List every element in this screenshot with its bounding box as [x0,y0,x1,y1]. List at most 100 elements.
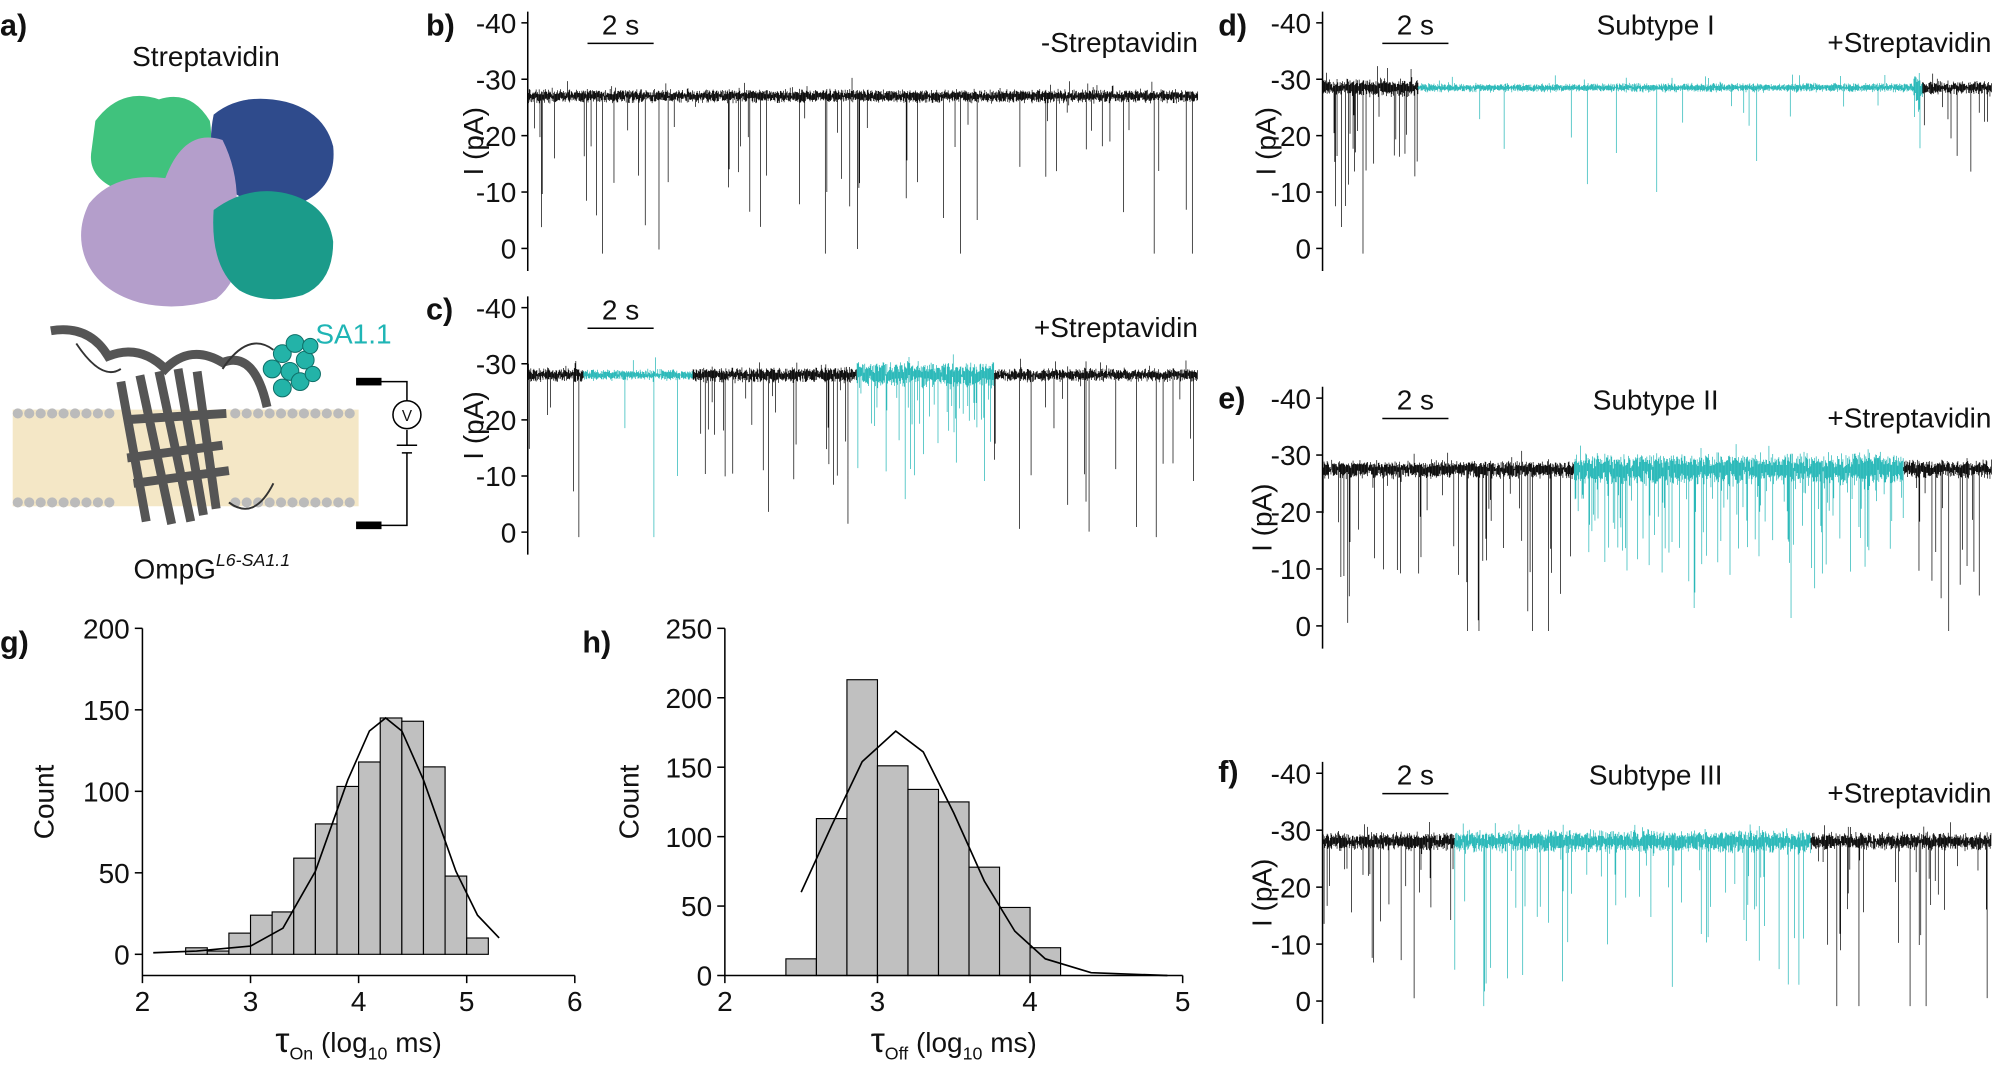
lipid-head [47,497,58,508]
lipid-head [230,408,241,419]
bar [846,679,879,977]
panel-label: g) [0,625,29,659]
lipid-head [344,408,355,419]
bar [968,866,1001,977]
lipid-head [321,497,332,508]
current-trace [527,77,1199,254]
scale-bar-label: 2 s [1397,760,1434,791]
lipid-head [310,497,321,508]
x-tick-label: 4 [351,986,367,1017]
x-tick-label: 5 [1175,986,1191,1017]
y-tick-label: -40 [1271,383,1311,414]
y-tick-label: 150 [665,752,712,783]
lipid-head [24,497,35,508]
y-tick-label: 50 [99,858,130,889]
bar [358,761,381,955]
x-tick-label: 2 [717,986,733,1017]
y-axis-label: I (pA) [458,391,489,459]
electrode [356,521,382,530]
y-tick-label: -20 [1271,872,1311,903]
x-axis-label-part: 10 [963,1043,983,1063]
bar [422,766,446,955]
x-axis-label-part: ms) [982,1027,1036,1058]
lipid-head [253,408,264,419]
diagram-panel: a) Streptavidin SA1.1 V OmpGL6-SA1.1 [0,9,422,585]
lipid-head [287,497,298,508]
y-axis-label: I (pA) [458,107,489,175]
bar [907,788,940,977]
panel-label: f) [1218,755,1238,789]
panel-label: h) [582,625,611,659]
pore-label: OmpGL6-SA1.1 [134,550,291,585]
x-axis-label-part: (log [313,1027,367,1058]
y-tick-label: -20 [476,405,516,436]
trace-title: +Streptavidin [1034,312,1198,343]
bar [379,717,403,955]
current-trace [994,358,1198,538]
x-axis-label-part: (log [908,1027,962,1058]
current-trace [1454,823,1811,1007]
current-trace [1913,72,1923,149]
lipid-head [69,408,81,419]
y-axis-label: Count [613,764,644,839]
lipid-head [321,408,332,419]
lipid-head [81,497,92,508]
protein-label: Streptavidin [132,41,280,72]
y-tick-label: -40 [476,8,516,39]
lipid-head [310,408,321,419]
x-axis-label: τOff (log10 ms) [871,1020,1037,1064]
subunit [210,98,334,206]
y-tick-label: -40 [1271,758,1311,789]
pore-name: OmpG [134,554,216,585]
lipid-head [344,497,355,508]
y-tick-label: -40 [476,293,516,324]
lipid-head [47,408,58,419]
current-trace [856,354,995,500]
subunit [81,137,239,307]
bar [293,857,316,955]
y-tick-label: -30 [476,64,516,95]
y-tick-label: 50 [681,891,712,922]
lipid-head [264,497,275,508]
y-axis-label: I (pA) [1250,107,1281,175]
current-trace [1810,822,1992,1007]
lipid-head [333,408,344,419]
y-tick-label: -30 [1271,815,1311,846]
y-axis-label: I (pA) [1247,484,1278,552]
bar [876,765,909,977]
x-tick-label: 3 [870,986,886,1017]
scale-bar-label: 2 s [1397,385,1434,416]
y-tick-label: 0 [697,961,713,992]
y-tick-label: -20 [1271,121,1311,152]
x-tick-label: 3 [243,986,259,1017]
lipid-layer [12,408,355,508]
lipid-head [92,408,104,419]
x-axis-label-part: On [289,1043,313,1063]
y-tick-label: 100 [83,776,130,807]
x-tick-label: 6 [567,986,583,1017]
current-trace [1322,66,1419,254]
tag-label: SA1.1 [315,318,391,349]
bar [937,801,970,977]
x-axis-label-part: τ [275,1020,289,1060]
current-trace [692,362,857,524]
y-tick-label: 200 [83,614,130,645]
lipid-head [264,408,275,419]
fit-curve [153,716,500,954]
bar [206,950,230,955]
y-axis-label: Count [28,764,59,839]
circuit [381,380,418,527]
y-tick-label: -10 [1271,177,1311,208]
scale-bar-label: 2 s [602,294,639,325]
lipid-head [35,408,46,419]
y-tick-label: 250 [665,614,712,645]
y-tick-label: -10 [476,177,516,208]
bar [444,875,468,955]
lipid-head [12,408,23,419]
panel-label: a) [0,9,27,43]
lipid-head [35,497,46,508]
bar [466,937,489,955]
subunit [213,191,334,300]
lipid-head [298,408,310,419]
